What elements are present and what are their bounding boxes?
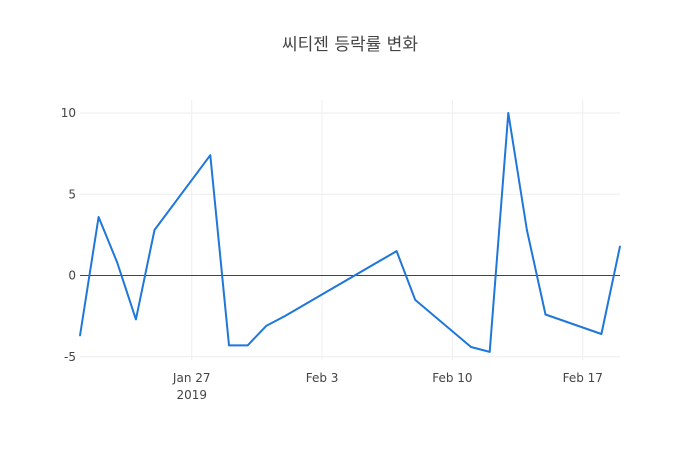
data-point [544, 313, 547, 316]
y-tick-label: 5 [68, 187, 76, 201]
x-tick-sublabel: 2019 [176, 388, 207, 402]
data-point [395, 250, 398, 252]
series-line [79, 112, 621, 353]
y-tick-label: 0 [68, 269, 76, 283]
plot-area [79, 112, 621, 353]
data-point [284, 315, 286, 317]
data-point [135, 318, 137, 321]
data-point [265, 325, 268, 327]
y-tick-label: -5 [64, 350, 76, 364]
x-tick-label: Jan 27 [172, 371, 211, 385]
data-point [526, 229, 528, 231]
x-tick-label: Feb 17 [563, 371, 603, 385]
x-tick-label: Feb 10 [432, 371, 472, 385]
data-point [246, 344, 249, 347]
data-point [153, 229, 156, 231]
data-point [470, 346, 472, 348]
data-point [619, 245, 621, 248]
data-point [79, 334, 81, 337]
x-tick-label: Feb 3 [306, 371, 339, 385]
chart-title: 씨티젠 등락률 변화 [282, 35, 418, 55]
y-axis: -5 0 5 10 [61, 106, 76, 364]
data-point [97, 216, 100, 218]
data-point [488, 351, 491, 353]
data-point [600, 333, 603, 335]
data-point [507, 112, 510, 114]
data-point [414, 299, 416, 301]
data-point [209, 154, 212, 157]
data-point [228, 344, 230, 347]
grid [80, 100, 620, 360]
x-axis: Jan 27 2019 Feb 3 Feb 10 Feb 17 [172, 371, 603, 402]
data-point [116, 261, 119, 264]
y-tick-label: 10 [61, 106, 76, 120]
